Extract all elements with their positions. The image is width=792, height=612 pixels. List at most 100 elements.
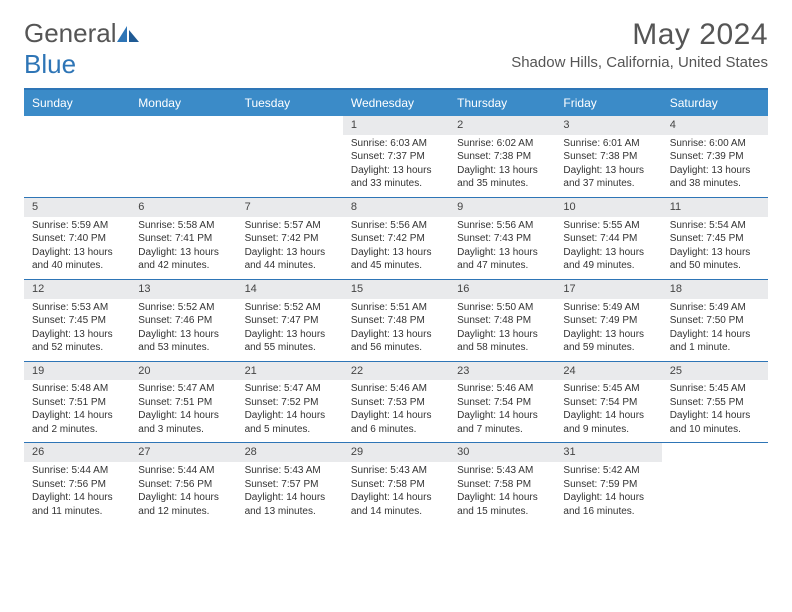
- day-sunset: Sunset: 7:56 PM: [32, 478, 122, 492]
- day-number-strip: 9: [449, 198, 555, 217]
- day-body: Sunrise: 6:02 AMSunset: 7:38 PMDaylight:…: [449, 135, 555, 197]
- dow-wed: Wednesday: [343, 90, 449, 116]
- day-number-strip: 11: [662, 198, 768, 217]
- day-sunset: Sunset: 7:45 PM: [670, 232, 760, 246]
- day-sunrise: Sunrise: 5:55 AM: [563, 219, 653, 233]
- day-cell: 1Sunrise: 6:03 AMSunset: 7:37 PMDaylight…: [343, 116, 449, 197]
- day-sunrise: Sunrise: 5:43 AM: [457, 464, 547, 478]
- day-sunset: Sunset: 7:45 PM: [32, 314, 122, 328]
- day-cell: 20Sunrise: 5:47 AMSunset: 7:51 PMDayligh…: [130, 362, 236, 443]
- day-body: Sunrise: 5:50 AMSunset: 7:48 PMDaylight:…: [449, 299, 555, 361]
- day-day1: Daylight: 13 hours: [351, 328, 441, 342]
- day-sunrise: Sunrise: 5:44 AM: [138, 464, 228, 478]
- dow-sat: Saturday: [662, 90, 768, 116]
- day-number-strip: 2: [449, 116, 555, 135]
- day-body: Sunrise: 5:43 AMSunset: 7:58 PMDaylight:…: [343, 462, 449, 524]
- day-number-strip: 23: [449, 362, 555, 381]
- month-title: May 2024: [511, 18, 768, 52]
- dow-tue: Tuesday: [237, 90, 343, 116]
- day-number-strip: [24, 116, 130, 135]
- day-body: Sunrise: 5:47 AMSunset: 7:51 PMDaylight:…: [130, 380, 236, 442]
- day-sunset: Sunset: 7:54 PM: [563, 396, 653, 410]
- day-day2: and 44 minutes.: [245, 259, 335, 273]
- day-sunset: Sunset: 7:59 PM: [563, 478, 653, 492]
- day-body: Sunrise: 5:43 AMSunset: 7:57 PMDaylight:…: [237, 462, 343, 524]
- day-day2: and 15 minutes.: [457, 505, 547, 519]
- day-sunset: Sunset: 7:48 PM: [457, 314, 547, 328]
- week-row: 26Sunrise: 5:44 AMSunset: 7:56 PMDayligh…: [24, 443, 768, 524]
- day-day1: Daylight: 13 hours: [457, 164, 547, 178]
- day-cell: 13Sunrise: 5:52 AMSunset: 7:46 PMDayligh…: [130, 280, 236, 361]
- day-body: Sunrise: 5:53 AMSunset: 7:45 PMDaylight:…: [24, 299, 130, 361]
- day-sunset: Sunset: 7:58 PM: [351, 478, 441, 492]
- day-cell: 15Sunrise: 5:51 AMSunset: 7:48 PMDayligh…: [343, 280, 449, 361]
- day-cell: 6Sunrise: 5:58 AMSunset: 7:41 PMDaylight…: [130, 198, 236, 279]
- day-day2: and 45 minutes.: [351, 259, 441, 273]
- day-cell: 9Sunrise: 5:56 AMSunset: 7:43 PMDaylight…: [449, 198, 555, 279]
- day-day2: and 47 minutes.: [457, 259, 547, 273]
- day-number-strip: 27: [130, 443, 236, 462]
- day-body: Sunrise: 5:52 AMSunset: 7:46 PMDaylight:…: [130, 299, 236, 361]
- dow-mon: Monday: [130, 90, 236, 116]
- day-sunrise: Sunrise: 5:45 AM: [670, 382, 760, 396]
- header: General Blue May 2024 Shadow Hills, Cali…: [24, 18, 768, 80]
- day-day2: and 3 minutes.: [138, 423, 228, 437]
- day-day2: and 53 minutes.: [138, 341, 228, 355]
- brand-part2: Blue: [24, 49, 76, 79]
- day-sunrise: Sunrise: 5:49 AM: [670, 301, 760, 315]
- day-sunrise: Sunrise: 5:49 AM: [563, 301, 653, 315]
- day-number-strip: 18: [662, 280, 768, 299]
- day-body: [130, 135, 236, 191]
- day-body: Sunrise: 5:54 AMSunset: 7:45 PMDaylight:…: [662, 217, 768, 279]
- day-day2: and 7 minutes.: [457, 423, 547, 437]
- day-cell: 14Sunrise: 5:52 AMSunset: 7:47 PMDayligh…: [237, 280, 343, 361]
- day-day1: Daylight: 13 hours: [563, 246, 653, 260]
- day-day1: Daylight: 13 hours: [351, 164, 441, 178]
- day-body: Sunrise: 5:46 AMSunset: 7:53 PMDaylight:…: [343, 380, 449, 442]
- day-number-strip: 24: [555, 362, 661, 381]
- day-cell: 3Sunrise: 6:01 AMSunset: 7:38 PMDaylight…: [555, 116, 661, 197]
- day-sunset: Sunset: 7:53 PM: [351, 396, 441, 410]
- day-body: Sunrise: 5:49 AMSunset: 7:49 PMDaylight:…: [555, 299, 661, 361]
- day-body: Sunrise: 5:45 AMSunset: 7:54 PMDaylight:…: [555, 380, 661, 442]
- day-cell: [24, 116, 130, 197]
- week-row: 1Sunrise: 6:03 AMSunset: 7:37 PMDaylight…: [24, 116, 768, 198]
- day-number-strip: 10: [555, 198, 661, 217]
- day-sunset: Sunset: 7:40 PM: [32, 232, 122, 246]
- day-sunrise: Sunrise: 5:48 AM: [32, 382, 122, 396]
- day-sunset: Sunset: 7:39 PM: [670, 150, 760, 164]
- day-body: Sunrise: 5:56 AMSunset: 7:43 PMDaylight:…: [449, 217, 555, 279]
- day-sunrise: Sunrise: 5:47 AM: [245, 382, 335, 396]
- day-cell: 22Sunrise: 5:46 AMSunset: 7:53 PMDayligh…: [343, 362, 449, 443]
- day-day1: Daylight: 14 hours: [245, 409, 335, 423]
- week-row: 5Sunrise: 5:59 AMSunset: 7:40 PMDaylight…: [24, 198, 768, 280]
- day-body: [24, 135, 130, 191]
- day-day1: Daylight: 14 hours: [351, 491, 441, 505]
- day-day1: Daylight: 14 hours: [670, 328, 760, 342]
- day-sunrise: Sunrise: 5:52 AM: [245, 301, 335, 315]
- day-sunset: Sunset: 7:42 PM: [351, 232, 441, 246]
- page: General Blue May 2024 Shadow Hills, Cali…: [0, 0, 792, 612]
- day-sunset: Sunset: 7:51 PM: [32, 396, 122, 410]
- day-body: Sunrise: 6:03 AMSunset: 7:37 PMDaylight:…: [343, 135, 449, 197]
- day-sunset: Sunset: 7:43 PM: [457, 232, 547, 246]
- day-sunrise: Sunrise: 5:59 AM: [32, 219, 122, 233]
- day-sunrise: Sunrise: 5:43 AM: [245, 464, 335, 478]
- day-number-strip: 14: [237, 280, 343, 299]
- day-day1: Daylight: 14 hours: [245, 491, 335, 505]
- day-cell: 29Sunrise: 5:43 AMSunset: 7:58 PMDayligh…: [343, 443, 449, 524]
- day-sunrise: Sunrise: 5:58 AM: [138, 219, 228, 233]
- day-sunrise: Sunrise: 5:46 AM: [457, 382, 547, 396]
- day-sunrise: Sunrise: 5:56 AM: [457, 219, 547, 233]
- day-sunset: Sunset: 7:51 PM: [138, 396, 228, 410]
- brand-text: General Blue: [24, 18, 139, 80]
- day-sunset: Sunset: 7:54 PM: [457, 396, 547, 410]
- day-day2: and 49 minutes.: [563, 259, 653, 273]
- day-day2: and 59 minutes.: [563, 341, 653, 355]
- day-cell: 18Sunrise: 5:49 AMSunset: 7:50 PMDayligh…: [662, 280, 768, 361]
- day-day1: Daylight: 14 hours: [138, 409, 228, 423]
- dow-fri: Friday: [555, 90, 661, 116]
- location-line: Shadow Hills, California, United States: [511, 54, 768, 71]
- day-body: Sunrise: 5:56 AMSunset: 7:42 PMDaylight:…: [343, 217, 449, 279]
- day-sunrise: Sunrise: 5:53 AM: [32, 301, 122, 315]
